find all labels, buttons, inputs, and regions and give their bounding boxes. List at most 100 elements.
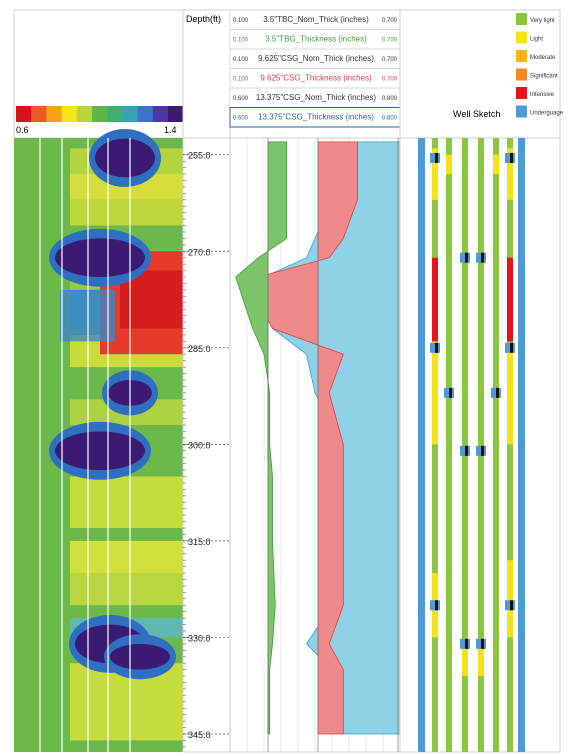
color-scale-swatch bbox=[107, 106, 123, 122]
curve-header-name: 9.625"CSG_Thickness (inches) bbox=[260, 74, 372, 83]
corrosion-light bbox=[432, 148, 438, 200]
depth-header-panel bbox=[182, 9, 231, 139]
defect-marker bbox=[481, 252, 484, 263]
depth-tick-label: 330.0 bbox=[188, 633, 211, 643]
defect-marker bbox=[496, 387, 499, 398]
defect-marker bbox=[510, 600, 513, 611]
legend-label: Significant bbox=[530, 74, 558, 80]
curve-header-max: 0.700 bbox=[382, 57, 398, 63]
curve-header-name: 3.5"TBG_Thickness (inches) bbox=[265, 35, 367, 44]
curve-header-min: 0.100 bbox=[233, 18, 249, 24]
depth-tick-label: 270.0 bbox=[188, 247, 211, 257]
curve-header-max: 0.800 bbox=[382, 96, 398, 102]
heatmap-band bbox=[70, 540, 183, 574]
corrosion-light bbox=[507, 560, 513, 638]
color-scale-swatch bbox=[16, 106, 32, 122]
curve-header-max: 0.700 bbox=[382, 38, 398, 44]
curve-header-max: 0.700 bbox=[382, 18, 398, 24]
corrosion-light bbox=[507, 148, 513, 200]
defect-marker bbox=[510, 152, 513, 163]
corrosion-intensive bbox=[432, 257, 438, 342]
curve-header-name: 13.375"CSG_Nom_Thick (inches) bbox=[256, 93, 377, 102]
heatmap-anomaly-core bbox=[55, 238, 145, 278]
legend-label: Moderate bbox=[530, 55, 556, 61]
color-scale-bar bbox=[16, 106, 184, 122]
pipe-wall bbox=[432, 138, 438, 752]
defect-marker bbox=[481, 445, 484, 456]
scale-min-label: 0.6 bbox=[16, 125, 29, 135]
defect-marker bbox=[465, 638, 468, 649]
corrosion-light bbox=[507, 347, 513, 445]
color-scale-swatch bbox=[61, 106, 78, 122]
well-sketch-track bbox=[399, 137, 561, 753]
defect-marker bbox=[435, 152, 438, 163]
color-scale-swatch bbox=[168, 106, 184, 122]
corrosion-light bbox=[462, 643, 468, 677]
tbg-thickness-area bbox=[235, 141, 288, 735]
curve-header-min: 0.100 bbox=[233, 57, 249, 63]
curve-header-name: 9.625"CSG_Nom_Thick (inches) bbox=[258, 54, 374, 63]
outer-casing-right bbox=[518, 138, 525, 752]
depth-tick-label: 300.0 bbox=[188, 440, 211, 450]
legend-label: Very light bbox=[530, 18, 555, 24]
pipe-wall bbox=[462, 138, 468, 752]
color-scale-swatch bbox=[31, 106, 47, 122]
legend-swatch bbox=[516, 87, 527, 99]
depth-tick-label: 255.0 bbox=[188, 151, 211, 161]
heatmap-band bbox=[70, 199, 183, 226]
color-scale-swatch bbox=[137, 106, 154, 122]
corrosion-light bbox=[446, 154, 452, 175]
thickness-curves-track bbox=[229, 137, 401, 753]
curve-header-min: 0.100 bbox=[233, 77, 249, 83]
scale-max-label: 1.4 bbox=[164, 125, 177, 135]
legend-swatch bbox=[516, 31, 527, 44]
corrosion-light bbox=[432, 341, 438, 445]
pipe-wall bbox=[446, 138, 452, 752]
legend-swatch bbox=[516, 105, 527, 118]
heatmap-anomaly-core bbox=[55, 431, 145, 471]
curve-header-name: 3.5"TBC_Nom_Thick (inches) bbox=[263, 15, 369, 24]
outer-casing-left bbox=[418, 138, 425, 752]
heatmap-band bbox=[70, 476, 183, 529]
defect-marker bbox=[465, 445, 468, 456]
defect-marker bbox=[510, 342, 513, 353]
legend-label: Intensive bbox=[530, 92, 555, 98]
legend-swatch bbox=[516, 13, 527, 25]
heatmap-anomaly-core bbox=[110, 643, 170, 670]
curve-header-min: 0.600 bbox=[233, 96, 249, 102]
legend-swatch bbox=[516, 50, 527, 62]
corrosion-light bbox=[493, 154, 499, 175]
corrosion-light bbox=[478, 643, 484, 677]
legend-panel bbox=[399, 9, 561, 139]
color-scale-swatch bbox=[122, 106, 138, 122]
legend-title: Well Sketch bbox=[453, 109, 500, 119]
pipe-wall bbox=[478, 138, 484, 752]
defect-marker bbox=[435, 342, 438, 353]
curve-header-name: 13.375"CSG_Thickness (inches) bbox=[258, 113, 374, 122]
depth-tick-label: 315.0 bbox=[188, 537, 211, 547]
defect-marker bbox=[435, 600, 438, 611]
curve-header-max: 0.700 bbox=[382, 77, 398, 83]
corrosion-intensive bbox=[507, 257, 513, 342]
defect-marker bbox=[481, 638, 484, 649]
depth-tick-label: 285.0 bbox=[188, 344, 211, 354]
thickness-heatmap-track bbox=[14, 128, 183, 752]
heatmap-band bbox=[70, 573, 183, 606]
depth-tick-label: 345.0 bbox=[188, 730, 211, 740]
legend-items: Very light Light Moderate Significant Intens… bbox=[516, 13, 564, 118]
defect-marker bbox=[449, 387, 452, 398]
curve-header-max: 0.800 bbox=[382, 116, 398, 122]
csg9-thickness-area bbox=[257, 141, 358, 735]
curve-header-min: 0.100 bbox=[233, 38, 249, 44]
heatmap-anomaly-core bbox=[95, 138, 155, 178]
depth-header: Depth(ft) bbox=[186, 14, 221, 24]
legend-label: Light bbox=[530, 37, 543, 43]
legend-swatch bbox=[516, 68, 527, 81]
color-scale-swatch bbox=[46, 106, 62, 122]
color-scale-swatch bbox=[152, 106, 169, 122]
curve-header-min: 0.600 bbox=[233, 116, 249, 122]
pipe-wall bbox=[493, 138, 499, 752]
curve-header-panel bbox=[229, 9, 401, 139]
color-scale-swatch bbox=[76, 106, 93, 122]
